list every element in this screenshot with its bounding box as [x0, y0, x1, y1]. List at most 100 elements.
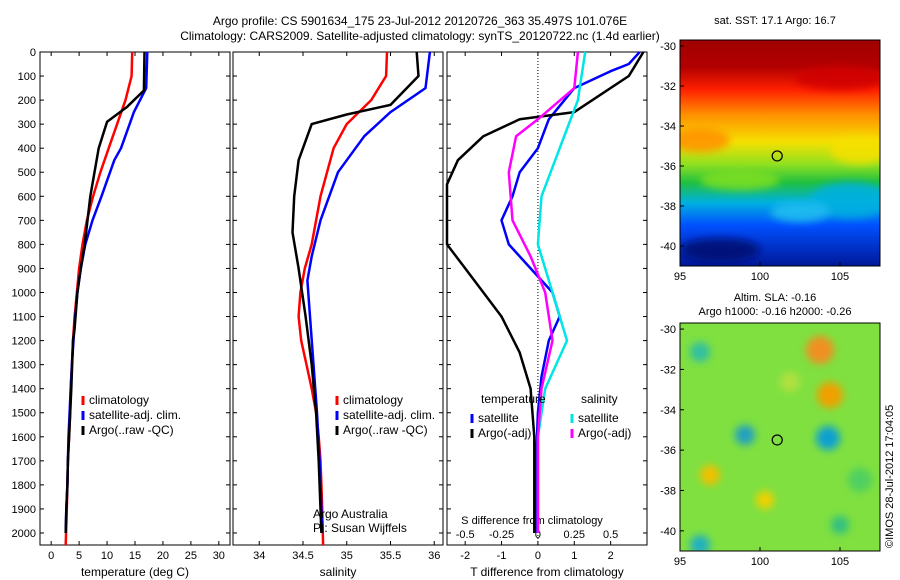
annotation: PI: Susan Wijffels	[313, 521, 407, 535]
x-tick-label: 25	[185, 550, 197, 562]
x2-tick-label: 0	[535, 529, 541, 541]
map-y-tick-label: -34	[660, 405, 676, 417]
depth-tick-label: 900	[18, 263, 36, 275]
temperature-panel: 0100200300400500600700800900100011001200…	[12, 47, 231, 579]
map-x-tick-label: 95	[674, 556, 686, 568]
x-tick-label: 36	[428, 550, 440, 562]
series-line-cyan	[536, 51, 587, 533]
depth-tick-label: 1500	[12, 408, 36, 420]
sst-map-frame	[679, 39, 881, 267]
depth-tick-label: 700	[18, 215, 36, 227]
legend-label: satellite	[478, 411, 519, 425]
legend-label: satellite	[578, 411, 619, 425]
legend-title: salinity	[581, 392, 618, 406]
difference-panel: -2 -1 0 1 2 T difference from climatology S di…	[445, 51, 648, 579]
sla-map-subtitle: Argo h1000: -0.16 h2000: -0.26	[699, 306, 852, 318]
x2-tick-label: 0.25	[564, 529, 585, 541]
panel-frame	[446, 51, 648, 546]
sst-map-title: sat. SST: 17.1 Argo: 16.7	[714, 15, 836, 27]
annotation: Argo Australia	[313, 507, 388, 521]
panel-frame	[232, 51, 444, 546]
x-tick-label: 15	[129, 550, 141, 562]
map-x-tick-label: 100	[751, 556, 769, 568]
legend-label: satellite-adj. clim.	[89, 408, 181, 422]
depth-tick-label: 1800	[12, 480, 36, 492]
x-tick-label: 10	[101, 550, 113, 562]
x-axis-label: T difference from climatology	[470, 565, 624, 579]
sla-map-ticks: 95 100 105 -30 -32 -34 -36 -38 -40	[660, 324, 849, 568]
map-y-tick-label: -38	[660, 485, 676, 497]
depth-tick-label: 1000	[12, 287, 36, 299]
map-y-tick-label: -38	[660, 201, 676, 213]
map-y-tick-label: -40	[660, 526, 676, 538]
series-line-blue	[306, 51, 432, 534]
legend-label: Argo(-adj)	[478, 426, 531, 440]
map-y-tick-label: -32	[660, 81, 676, 93]
legend-label: Argo(..raw -QC)	[89, 423, 174, 437]
sla-map-title: Altim. SLA: -0.16	[734, 292, 817, 304]
legend-label: satellite-adj. clim.	[343, 408, 435, 422]
depth-tick-label: 1700	[12, 456, 36, 468]
x2-tick-label: -0.5	[456, 529, 475, 541]
map-y-tick-label: -30	[660, 324, 676, 336]
argo-position-marker-sla	[771, 434, 783, 446]
x-tick-label: 34.5	[292, 550, 313, 562]
x2-tick-label: 0.5	[603, 529, 618, 541]
depth-tick-label: 0	[30, 47, 36, 59]
series-line-black	[291, 51, 420, 534]
depth-tick-label: 1400	[12, 384, 36, 396]
sla-map: Altim. SLA: -0.16 Argo h1000: -0.16 h200…	[660, 292, 881, 568]
depth-tick-label: 300	[18, 119, 36, 131]
x-tick-label: 30	[213, 550, 225, 562]
header-line-1: Argo profile: CS 5901634_175 23-Jul-2012…	[213, 14, 627, 28]
x-tick-label: 35	[341, 550, 353, 562]
x-tick-label: 2	[608, 550, 614, 562]
map-x-tick-label: 105	[831, 556, 849, 568]
depth-tick-label: 1900	[12, 504, 36, 516]
x2-tick-label: -0.25	[489, 529, 514, 541]
map-y-tick-label: -32	[660, 364, 676, 376]
depth-tick-label: 500	[18, 167, 36, 179]
x-axis-label: salinity	[320, 565, 357, 579]
depth-tick-label: 800	[18, 239, 36, 251]
map-y-tick-label: -36	[660, 161, 676, 173]
map-x-tick-label: 95	[674, 271, 686, 283]
map-y-tick-label: -40	[660, 241, 676, 253]
series-line-black	[64, 51, 146, 534]
depth-tick-label: 1600	[12, 432, 36, 444]
header-line-2: Climatology: CARS2009. Satellite-adjuste…	[180, 29, 660, 43]
depth-tick-label: 100	[18, 71, 36, 83]
x-tick-label: 5	[76, 550, 82, 562]
sst-map-ticks: 95 100 105 -30 -32 -34 -36 -38 -40	[660, 41, 849, 283]
x2-axis-label: S difference from climatology	[461, 515, 603, 527]
sla-map-frame	[679, 322, 881, 552]
x-tick-label: 35.5	[380, 550, 401, 562]
series-line-black	[445, 51, 645, 533]
depth-tick-label: 1100	[12, 312, 36, 324]
x-tick-label: 34	[253, 550, 265, 562]
map-x-tick-label: 105	[831, 271, 849, 283]
map-y-tick-label: -34	[660, 121, 676, 133]
x-axis-label: temperature (deg C)	[81, 565, 189, 579]
depth-tick-label: 1300	[12, 360, 36, 372]
x-tick-label: 1	[571, 550, 577, 562]
legend-label: climatology	[89, 393, 149, 407]
x-tick-label: -1	[497, 550, 507, 562]
salinity-panel: 34 34.5 35 35.5 36 salinity climatologysatelli…	[232, 51, 444, 579]
depth-tick-label: 2000	[12, 528, 36, 540]
map-y-tick-label: -36	[660, 445, 676, 457]
depth-tick-label: 1200	[12, 336, 36, 348]
depth-tick-label: 400	[18, 143, 36, 155]
x-tick-label: 0	[48, 550, 54, 562]
legend-label: Argo(-adj)	[578, 426, 631, 440]
map-y-tick-label: -30	[660, 41, 676, 53]
legend-title: temperature	[481, 392, 546, 406]
legend-label: Argo(..raw -QC)	[343, 423, 428, 437]
depth-tick-label: 600	[18, 191, 36, 203]
x-tick-label: 0	[535, 550, 541, 562]
x-tick-label: 20	[157, 550, 169, 562]
legend-label: climatology	[343, 393, 403, 407]
x-tick-label: -2	[460, 550, 470, 562]
series-line-magenta	[507, 51, 580, 533]
